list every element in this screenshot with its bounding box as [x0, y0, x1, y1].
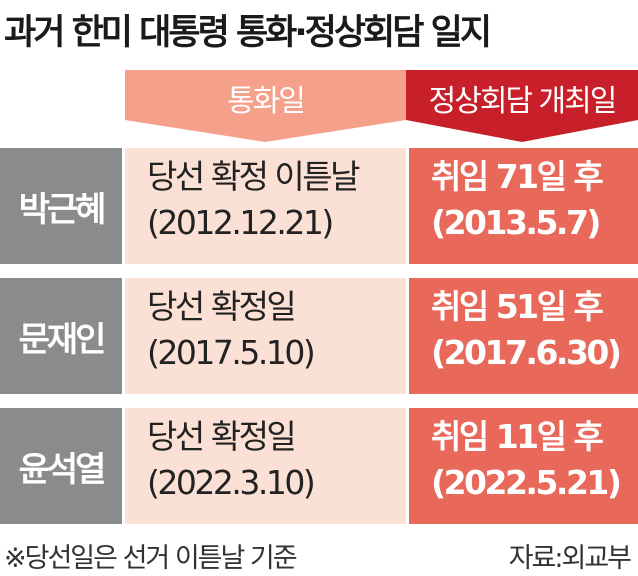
call-cell: 당선 확정일 (2022.3.10) — [125, 408, 406, 524]
summit-date: (2017.6.30) — [431, 333, 622, 372]
call-desc: 당선 확정일 — [147, 287, 297, 326]
page-title: 과거 한미 대통령 통화·정상회담 일지 — [4, 13, 492, 53]
call-desc: 당선 확정 이튿날 — [147, 157, 361, 196]
down-arrow-shape — [125, 70, 406, 142]
president-name: 문재인 — [0, 278, 122, 394]
call-desc: 당선 확정일 — [147, 417, 297, 456]
source: 자료:외교부 — [508, 543, 632, 574]
call-date-header: 통화일 — [125, 70, 406, 142]
summit-cell: 취임 11일 후 (2022.5.21) — [409, 408, 638, 524]
summit-date-header: 정상회담 개최일 — [406, 70, 638, 142]
summit-desc: 취임 11일 후 — [431, 417, 604, 456]
call-header-label: 통화일 — [227, 84, 306, 119]
summit-cell: 취임 71일 후 (2013.5.7) — [409, 148, 638, 264]
call-date: (2022.3.10) — [147, 463, 316, 502]
call-cell: 당선 확정일 (2017.5.10) — [125, 278, 406, 394]
summit-cell: 취임 51일 후 (2017.6.30) — [409, 278, 638, 394]
call-date: (2012.12.21) — [147, 203, 334, 242]
president-name: 박근혜 — [0, 148, 122, 264]
down-arrow-shape — [406, 70, 638, 142]
summit-desc: 취임 51일 후 — [431, 287, 604, 326]
president-name: 윤석열 — [0, 408, 122, 524]
call-cell: 당선 확정 이튿날 (2012.12.21) — [125, 148, 406, 264]
summit-header-label: 정상회담 개최일 — [428, 84, 618, 119]
summit-date: (2022.5.21) — [431, 463, 622, 502]
footnote: ※당선일은 선거 이튿날 기준 — [4, 543, 298, 574]
call-date: (2017.5.10) — [147, 333, 316, 372]
summit-date: (2013.5.7) — [431, 203, 602, 242]
summit-desc: 취임 71일 후 — [431, 157, 604, 196]
